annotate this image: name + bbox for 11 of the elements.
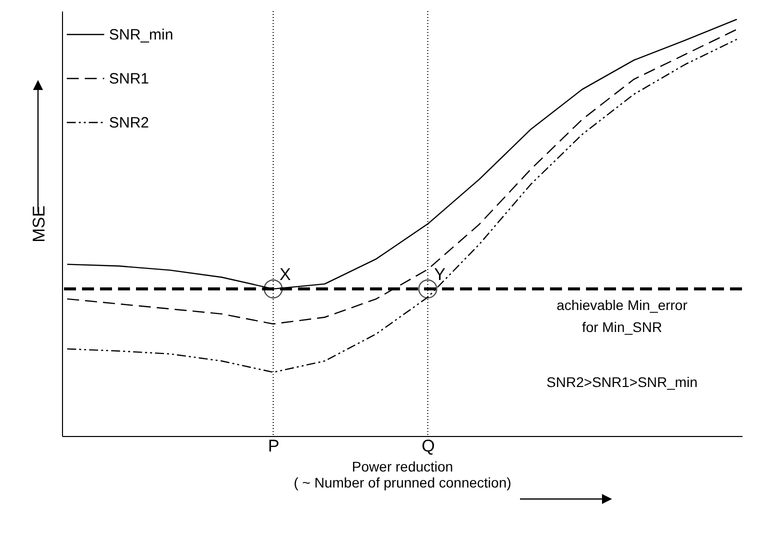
annotation: SNR2>SNR1>SNR_min (546, 374, 698, 390)
y-axis-title: MSE (30, 206, 48, 242)
annotation: Y (434, 264, 446, 284)
x-axis-title: Power reduction ( ~ Number of prunned connection) (294, 458, 512, 490)
legend-label: SNR_min (109, 26, 174, 44)
x-tick-label: Q (422, 436, 435, 456)
legend-label: SNR1 (109, 70, 150, 88)
ref-line-label: achievable Min_error for Min_SNR (556, 296, 688, 335)
legend-label: SNR2 (109, 114, 150, 132)
x-tick-label: P (268, 436, 280, 456)
annotation: X (280, 264, 291, 284)
